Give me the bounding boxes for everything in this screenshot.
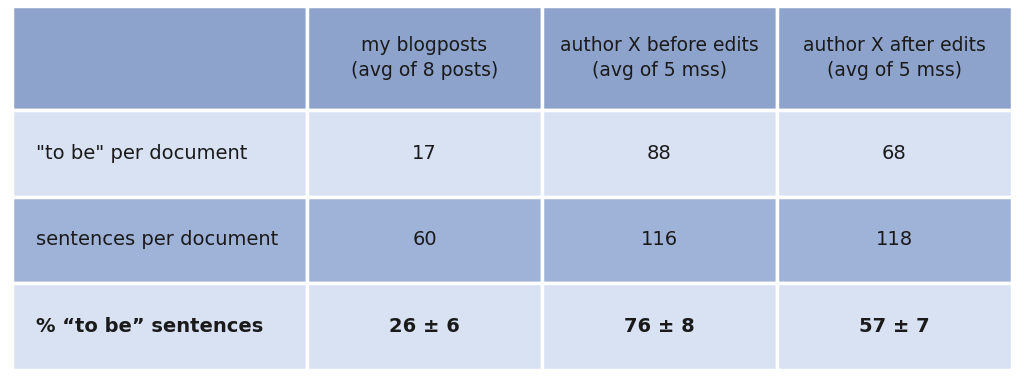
- Text: 26 ± 6: 26 ± 6: [389, 317, 460, 337]
- Text: author X after edits
(avg of 5 mss): author X after edits (avg of 5 mss): [803, 36, 986, 80]
- Text: 17: 17: [413, 144, 437, 162]
- Text: 88: 88: [647, 144, 672, 162]
- Bar: [542, 197, 777, 284]
- Text: 116: 116: [641, 230, 678, 249]
- Text: my blogposts
(avg of 8 posts): my blogposts (avg of 8 posts): [351, 36, 498, 80]
- Bar: [12, 197, 307, 284]
- Bar: [777, 109, 1012, 197]
- Text: sentences per document: sentences per document: [36, 230, 279, 249]
- Bar: [542, 284, 777, 370]
- Text: 57 ± 7: 57 ± 7: [859, 317, 930, 337]
- Text: 118: 118: [876, 230, 912, 249]
- Text: 68: 68: [882, 144, 906, 162]
- Text: 76 ± 8: 76 ± 8: [624, 317, 695, 337]
- Bar: [307, 6, 542, 109]
- Bar: [307, 284, 542, 370]
- Bar: [777, 284, 1012, 370]
- Bar: [307, 109, 542, 197]
- Bar: [777, 197, 1012, 284]
- Bar: [12, 109, 307, 197]
- Text: 60: 60: [413, 230, 437, 249]
- Text: "to be" per document: "to be" per document: [36, 144, 247, 162]
- Text: % “to be” sentences: % “to be” sentences: [36, 317, 263, 337]
- Bar: [542, 109, 777, 197]
- Bar: [542, 6, 777, 109]
- Text: author X before edits
(avg of 5 mss): author X before edits (avg of 5 mss): [560, 36, 759, 80]
- Bar: [12, 6, 307, 109]
- Bar: [12, 284, 307, 370]
- Bar: [777, 6, 1012, 109]
- Bar: [307, 197, 542, 284]
